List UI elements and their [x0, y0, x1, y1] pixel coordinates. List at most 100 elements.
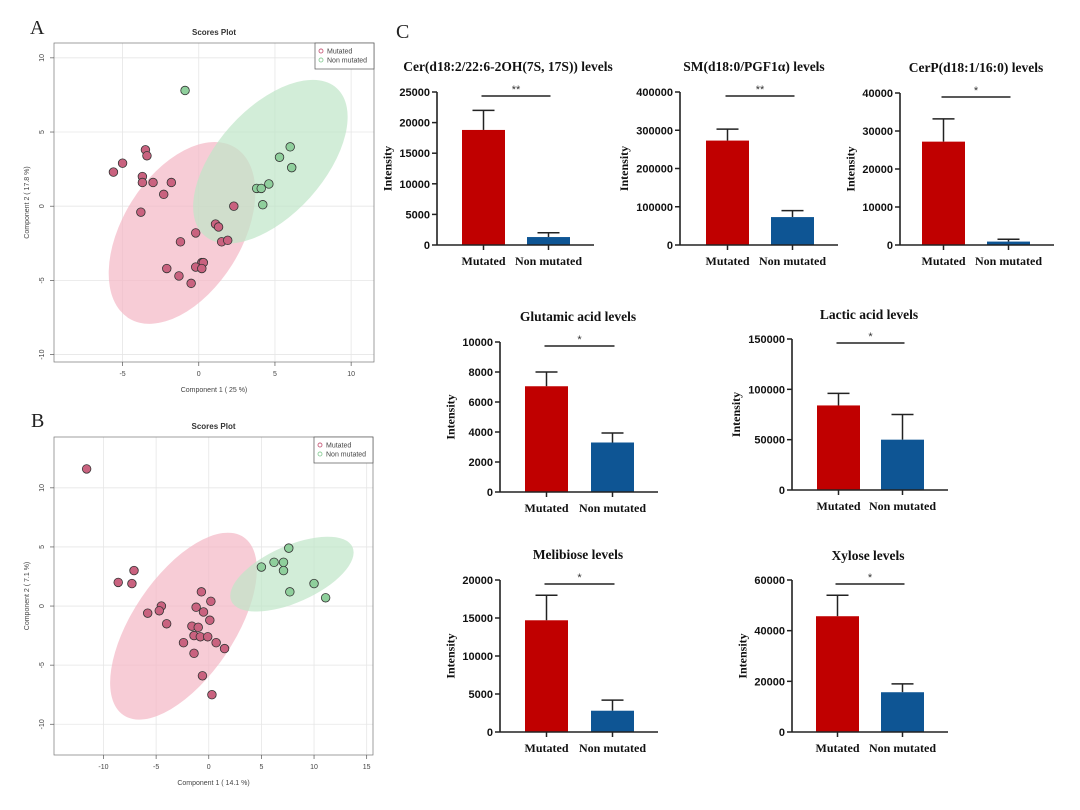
data-point: [196, 587, 207, 597]
y-tick-label: 10: [39, 54, 46, 62]
y-tick-label: 400000: [636, 87, 673, 99]
chart-title: Xylose levels: [831, 548, 904, 563]
y-tick-label: 200000: [636, 164, 673, 176]
legend-marker: [318, 57, 324, 63]
data-point: [256, 562, 267, 572]
chart-title: Scores Plot: [192, 28, 236, 37]
data-point: [309, 578, 319, 589]
scores-plot-b: Scores Plot -10 -5 0 5 10 15 -10 -5 0 5 10 Component…: [24, 422, 374, 787]
plot-frame: [53, 436, 374, 756]
data-point: [285, 142, 295, 152]
bar-non-mutated: [987, 241, 1030, 245]
data-point: [198, 607, 209, 617]
chart-title: Cer(d18:2/22:6-2OH(7S, 17S)) levels: [403, 59, 613, 74]
bar-chart-cerp: CerP(d18:1/16:0) levels Mutated Non mutate…: [844, 60, 1054, 268]
y-tick-label: 0: [487, 727, 493, 739]
category-label: Non mutated: [579, 741, 646, 755]
panel-label-a: A: [30, 17, 45, 39]
category-label: Mutated: [525, 741, 569, 755]
y-tick-label: 8000: [469, 367, 493, 379]
bar-chart-melibiose: Melibiose levels Mutated Non mutated 0 5000 1…: [444, 547, 658, 755]
y-axis-label: Intensity: [844, 146, 858, 191]
y-tick-label: 10000: [462, 651, 493, 663]
x-tick-label: 15: [363, 764, 371, 771]
data-point: [211, 637, 221, 648]
data-point: [189, 648, 199, 659]
data-point: [258, 200, 268, 210]
y-tick-label: 20000: [862, 164, 893, 176]
data-point: [191, 228, 201, 238]
bar-non-mutated: [591, 442, 634, 492]
panel-label-c: C: [396, 21, 410, 43]
legend-label: Non mutated: [327, 58, 367, 65]
data-point: [207, 690, 217, 700]
data-point: [174, 271, 184, 281]
confidence-ellipse: [110, 532, 257, 720]
y-tick-label: 25000: [399, 87, 430, 99]
data-point: [81, 464, 92, 474]
category-label: Non mutated: [869, 741, 936, 755]
significance-marker: *: [868, 331, 873, 343]
x-axis-label: Component 1 ( 25 %): [181, 387, 248, 394]
data-point: [197, 263, 207, 274]
y-axis-label: Component 2 ( 7.1 %): [24, 562, 31, 630]
data-point: [264, 179, 274, 189]
x-tick-label: 5: [259, 764, 263, 771]
y-tick-label: -5: [39, 662, 46, 668]
y-tick-label: 6000: [469, 397, 493, 409]
y-axis-label: Intensity: [617, 146, 631, 191]
y-tick-label: 5: [39, 545, 46, 549]
chart-title: CerP(d18:1/16:0) levels: [909, 60, 1044, 75]
data-point: [148, 177, 158, 188]
data-point: [203, 632, 213, 642]
bar-mutated: [816, 616, 859, 732]
data-point: [285, 587, 295, 597]
y-tick-label: 15000: [399, 148, 430, 160]
x-tick-label: 0: [207, 764, 211, 771]
category-label: Mutated: [817, 499, 861, 513]
x-tick-label: -5: [153, 764, 159, 771]
data-point: [129, 565, 139, 576]
chart-title: SM(d18:0/PGF1α) levels: [683, 59, 824, 74]
bar-mutated: [922, 141, 965, 245]
category-label: Mutated: [816, 741, 860, 755]
chart-title: Glutamic acid levels: [520, 309, 636, 324]
bar-chart-glutamic-acid: Glutamic acid levels Mutated Non mutated 0 2…: [444, 309, 658, 515]
legend-box: [313, 436, 374, 464]
data-point: [142, 608, 153, 618]
bar-non-mutated: [881, 692, 924, 732]
x-tick-label: -5: [119, 371, 125, 378]
y-tick-label: 60000: [754, 575, 785, 587]
data-point: [166, 177, 177, 188]
x-tick-label: 10: [310, 764, 318, 771]
x-tick-label: 0: [197, 371, 201, 378]
data-point: [223, 235, 233, 246]
data-point: [186, 278, 196, 289]
data-point: [142, 151, 152, 161]
data-point: [159, 189, 169, 200]
y-tick-label: 5: [39, 130, 46, 134]
y-tick-label: -10: [39, 349, 46, 359]
data-point: [197, 671, 208, 681]
legend-marker: [317, 451, 323, 457]
category-label: Mutated: [462, 254, 506, 268]
confidence-ellipse: [230, 536, 354, 612]
bar-chart-cer: Cer(d18:2/22:6-2OH(7S, 17S)) levels Mutat…: [381, 59, 613, 268]
data-point: [284, 543, 294, 553]
chart-title: Scores Plot: [191, 422, 235, 431]
y-tick-label: 10000: [399, 179, 430, 191]
data-point: [256, 183, 266, 194]
y-tick-label: 15000: [462, 613, 493, 625]
y-tick-label: -10: [39, 719, 46, 729]
y-tick-label: 0: [779, 727, 785, 739]
y-axis-label: Intensity: [381, 146, 395, 191]
data-point: [278, 557, 289, 568]
y-tick-label: 10: [39, 484, 46, 492]
data-point: [175, 237, 186, 247]
data-point: [191, 602, 201, 612]
data-point: [274, 152, 285, 162]
y-tick-label: 0: [667, 240, 673, 252]
y-tick-label: 10000: [462, 337, 493, 349]
category-label: Non mutated: [869, 499, 936, 513]
y-tick-label: 100000: [636, 202, 673, 214]
